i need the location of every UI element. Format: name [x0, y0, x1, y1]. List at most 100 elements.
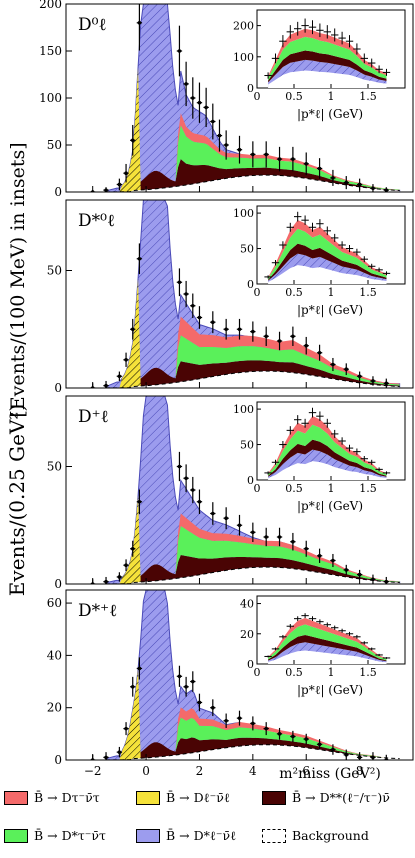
point-marker — [264, 152, 268, 157]
inset-area-dtaunu — [268, 416, 387, 475]
inset-data-point — [368, 263, 376, 269]
point-marker — [304, 162, 309, 166]
inset-y-tick-label: 0 — [247, 474, 254, 487]
background-line — [106, 566, 400, 584]
inset-data-point — [301, 215, 309, 225]
point-marker — [237, 147, 242, 152]
area-dstartaunu — [106, 717, 400, 760]
x-tick-label: 6 — [302, 764, 310, 778]
inset-data-point — [264, 72, 272, 79]
data-point — [276, 527, 283, 547]
data-point — [210, 502, 216, 525]
inset-y-tick-label: 200 — [233, 20, 254, 33]
y-tick-label: 0 — [54, 381, 62, 395]
inset-data-point — [323, 622, 331, 627]
y-tick-label: 50 — [47, 138, 62, 152]
legend-label-background: Background — [292, 828, 369, 843]
background-line — [106, 370, 400, 388]
x-tick-label: 0 — [142, 764, 150, 778]
data-point — [330, 553, 336, 568]
data-point — [183, 61, 189, 107]
data-point — [103, 380, 109, 388]
data-point — [203, 87, 209, 128]
panel-label: D*⁰ℓ — [78, 211, 115, 231]
data-point — [370, 376, 376, 386]
panel-frame — [65, 395, 414, 585]
inset-data-point — [316, 619, 324, 624]
inset-data-point — [338, 31, 346, 45]
inset-data-point — [360, 53, 368, 64]
inset-data-point — [353, 448, 361, 455]
point-marker — [237, 716, 242, 720]
point-marker — [184, 292, 188, 296]
inset-data-point — [264, 471, 272, 475]
point-marker — [331, 747, 335, 752]
legend-swatch-dstarlnu — [136, 829, 160, 843]
inset-data-point — [264, 275, 272, 279]
data-point — [343, 564, 349, 575]
point-marker — [371, 379, 375, 383]
point-marker — [130, 327, 135, 332]
legend-swatch-dlnu — [136, 791, 160, 805]
point-marker — [277, 157, 282, 161]
x-tick-label: 2 — [196, 764, 204, 778]
point-marker — [177, 464, 182, 469]
inset-data-point — [271, 259, 280, 266]
legend-swatch-dstarstar — [262, 791, 286, 805]
point-marker — [130, 684, 135, 689]
area-dlnu — [106, 67, 400, 192]
legend-item-dstartaunu: B̄ → D*τ⁻ν̄τ — [4, 828, 106, 843]
point-marker — [357, 572, 362, 577]
data-point — [210, 699, 216, 717]
panel-label: D*⁺ℓ — [78, 601, 117, 621]
inset-area-dstarstar — [268, 634, 387, 662]
inset-data-point — [331, 233, 339, 242]
data-point — [290, 532, 296, 551]
inset-data-point — [360, 455, 368, 462]
panel-frame — [65, 199, 414, 389]
data-point — [343, 363, 349, 376]
inset-data-point — [294, 211, 302, 222]
point-marker — [117, 575, 122, 579]
inset-x-tick-label: 1.5 — [359, 286, 377, 299]
data-point — [196, 693, 203, 712]
point-marker — [117, 374, 122, 379]
inset-area-background — [268, 265, 387, 284]
point-marker — [384, 579, 389, 584]
data-point — [190, 293, 196, 318]
data-point — [316, 344, 323, 361]
point-marker — [251, 152, 255, 157]
area-background — [106, 371, 400, 388]
inset-data-point — [301, 18, 309, 33]
inset-area-dstartaunu — [268, 36, 387, 81]
point-marker — [224, 718, 228, 723]
area-background — [106, 567, 400, 584]
data-point — [176, 665, 183, 687]
inset-area-background — [268, 461, 387, 480]
inset-data-point — [316, 23, 324, 38]
panel-3: 0 50 D⁺ℓ 0 50 100 0 0.5 1 1.5 |p*ℓ| (GeV) — [47, 395, 414, 591]
y-tick-label: 150 — [39, 44, 62, 58]
inset-3: 0 50 100 0 0.5 1 1.5 |p*ℓ| (GeV) — [233, 401, 406, 513]
data-point — [236, 514, 243, 536]
inset-x-axis-label: |p*ℓ| (GeV) — [297, 303, 363, 317]
point-marker — [237, 327, 242, 332]
legend-item-background: Background — [262, 828, 369, 843]
area-dlnu — [106, 669, 400, 760]
inset-x-tick-label: 0.5 — [285, 90, 303, 103]
data-point — [116, 178, 123, 191]
inset-data-point — [308, 222, 317, 232]
legend-label-dlnu: B̄ → Dℓ⁻ν̄ℓ — [166, 790, 230, 805]
point-marker — [197, 100, 202, 105]
data-point — [303, 152, 309, 176]
point-marker — [211, 320, 215, 325]
point-marker — [104, 755, 108, 760]
data-point — [276, 727, 283, 740]
inset-x-axis-label: |p*ℓ| (GeV) — [297, 107, 363, 121]
inset-x-tick-label: 1.5 — [359, 666, 377, 679]
point-marker — [277, 732, 282, 736]
area-dstarstar — [106, 159, 400, 192]
point-marker — [264, 334, 268, 339]
inset-y-tick-label: 40 — [240, 598, 254, 611]
inset-data-point — [382, 471, 391, 475]
